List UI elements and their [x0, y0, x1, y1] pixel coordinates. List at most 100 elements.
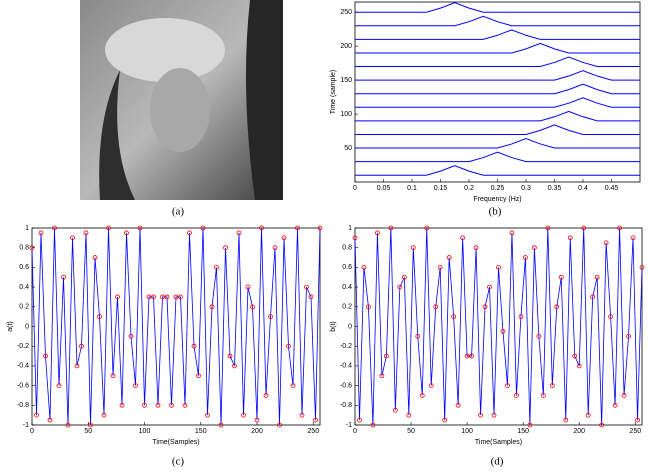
- sample-marker: [567, 235, 573, 241]
- sample-marker: [79, 343, 84, 349]
- y-tick-label: -0.6: [17, 382, 29, 389]
- sample-marker: [74, 363, 80, 369]
- sample-marker: [433, 304, 439, 310]
- y-tick-label: 0: [25, 323, 29, 330]
- sample-marker: [259, 225, 264, 231]
- sample-marker: [178, 294, 183, 300]
- sample-marker: [160, 294, 165, 300]
- sample-marker: [554, 304, 560, 310]
- sample-marker: [428, 383, 434, 389]
- sample-marker: [250, 304, 255, 310]
- y-tick-label: 200: [340, 43, 352, 50]
- sample-marker: [38, 230, 44, 236]
- y-tick-label: 0.8: [342, 245, 352, 252]
- x-tick-label: 0.4: [578, 185, 588, 192]
- sample-marker: [352, 235, 358, 241]
- spectrum-trace: [355, 83, 640, 95]
- sample-marker: [236, 230, 242, 236]
- sample-marker: [241, 412, 246, 418]
- sample-marker: [527, 422, 533, 428]
- sample-marker: [410, 245, 416, 251]
- sample-marker: [608, 314, 614, 320]
- signal-line: [354, 227, 643, 426]
- y-tick-label: 250: [340, 9, 352, 16]
- sample-marker: [563, 417, 569, 423]
- x-tick-label: 0: [353, 185, 357, 192]
- sample-marker: [572, 353, 578, 359]
- sample-marker: [106, 225, 111, 231]
- y-tick-label: 50: [344, 145, 352, 152]
- sample-marker: [304, 284, 309, 290]
- sample-marker: [200, 225, 206, 231]
- sample-marker: [446, 255, 452, 260]
- x-tick-label: 0.35: [548, 185, 562, 192]
- sample-marker: [401, 274, 407, 280]
- sample-marker: [182, 402, 188, 408]
- sample-marker: [635, 417, 640, 423]
- y-tick-label: 150: [340, 77, 352, 84]
- hat: [105, 18, 225, 82]
- sample-marker: [505, 383, 510, 389]
- sample-marker: [317, 225, 323, 231]
- x-tick-label: 150: [517, 428, 529, 435]
- sample-marker: [523, 255, 528, 260]
- sample-marker: [460, 235, 466, 241]
- sample-marker: [383, 353, 389, 359]
- sample-marker: [612, 402, 618, 408]
- sample-marker: [97, 314, 102, 320]
- sample-marker: [47, 417, 53, 423]
- sample-marker: [142, 402, 147, 408]
- sample-marker: [464, 353, 470, 359]
- sample-marker: [196, 373, 201, 379]
- x-tick-label: 150: [195, 428, 207, 435]
- spectrum-trace: [355, 97, 640, 108]
- sample-marker: [209, 304, 215, 310]
- sample-marker: [549, 383, 555, 389]
- sample-marker: [101, 412, 107, 418]
- y-tick-label: 0: [348, 323, 352, 330]
- x-axis-label: Frequency (Hz): [473, 196, 521, 203]
- sample-marker: [540, 393, 546, 398]
- y-tick-label: 1: [25, 225, 29, 232]
- sample-marker: [268, 314, 273, 320]
- sample-marker: [214, 264, 219, 270]
- sample-marker: [137, 225, 143, 231]
- sample-marker: [451, 314, 457, 320]
- sample-marker: [590, 294, 596, 300]
- sample-marker: [415, 333, 421, 339]
- x-tick-label: 50: [407, 428, 415, 435]
- sample-marker: [599, 422, 605, 428]
- x-tick-label: 250: [307, 428, 319, 435]
- sample-marker: [205, 412, 210, 418]
- background-dark: [246, 0, 283, 200]
- sample-marker: [61, 274, 66, 280]
- sample-marker: [191, 343, 197, 349]
- sample-marker: [227, 353, 233, 359]
- sample-marker: [518, 314, 524, 320]
- sample-marker: [419, 393, 425, 398]
- sample-marker: [509, 230, 515, 236]
- x-tick-label: 0.3: [521, 185, 531, 192]
- sample-marker: [70, 235, 75, 241]
- y-tick-label: 0.8: [19, 245, 29, 252]
- sample-marker: [169, 402, 174, 408]
- sample-marker: [124, 230, 129, 236]
- caption: (d): [491, 456, 504, 468]
- sample-marker: [397, 284, 403, 290]
- sample-marker: [482, 304, 488, 310]
- sample-marker: [388, 225, 394, 231]
- sample-marker: [531, 245, 537, 251]
- spectrum-trace: [355, 124, 640, 135]
- y-tick-label: -0.4: [17, 363, 29, 370]
- sample-marker: [379, 373, 385, 379]
- sample-marker: [536, 333, 542, 339]
- sample-marker: [263, 393, 269, 398]
- sample-marker: [621, 393, 627, 398]
- x-tick-label: 200: [251, 428, 263, 435]
- sample-marker: [290, 383, 296, 389]
- photo-panel: [80, 0, 283, 200]
- sample-marker: [558, 274, 564, 280]
- sample-marker: [406, 412, 412, 418]
- y-tick-label: 0.4: [19, 284, 29, 291]
